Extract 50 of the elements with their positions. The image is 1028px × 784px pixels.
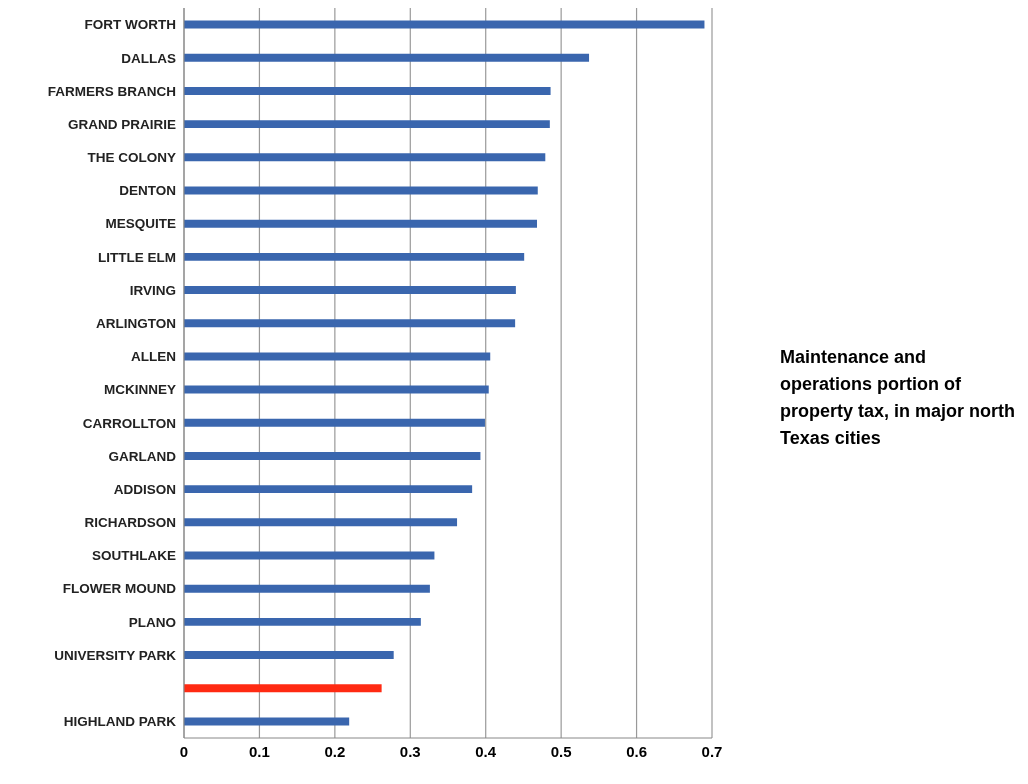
text: Maintenance and operations portion of property tax, in major north Texas cities	[780, 346, 1016, 450]
bar	[184, 219, 538, 228]
bar	[184, 684, 382, 693]
bar	[184, 319, 516, 328]
bar	[184, 584, 430, 593]
y-tick-label: HIGHLAND PARK	[63, 714, 177, 730]
y-tick-label: PLANO	[128, 614, 176, 630]
y-tick-label: FLOWER MOUND	[62, 581, 177, 597]
y-tick-label: SOUTHLAKE	[92, 548, 176, 564]
y-tick-label: DENTON	[119, 183, 176, 199]
x-tick-label: 0.3	[399, 742, 421, 760]
y-tick-label: IRVING	[129, 282, 176, 298]
y-tick-label: DALLAS	[121, 50, 176, 66]
y-tick-label: GARLAND	[108, 448, 177, 464]
y-tick-label: GRAND PRAIRIE	[67, 116, 176, 132]
x-tick-label: 0	[179, 742, 189, 760]
bar	[184, 153, 546, 162]
y-tick-label: LITTLE ELM	[98, 249, 176, 265]
x-tick-label: 0.2	[324, 742, 346, 760]
bar	[184, 385, 489, 394]
y-tick-label: ARLINGTON	[96, 316, 176, 332]
bar	[184, 418, 485, 427]
bar	[184, 485, 473, 494]
bar	[184, 518, 458, 527]
bar	[184, 120, 550, 129]
bar	[184, 86, 551, 95]
y-tick-label: UNIVERSITY PARK	[54, 647, 177, 663]
bar	[184, 651, 394, 660]
bar	[184, 617, 421, 626]
x-tick-label: 0.6	[626, 742, 647, 760]
bar	[184, 252, 525, 261]
bar	[184, 717, 350, 726]
y-tick-label: THE COLONY	[87, 150, 176, 166]
bar	[184, 286, 516, 295]
x-tick-label: 0.5	[550, 742, 572, 760]
y-tick-label: ALLEN	[131, 349, 176, 365]
y-tick-label: CARROLLTON	[82, 415, 176, 431]
bar	[184, 53, 590, 62]
x-tick-label: 0.1	[249, 742, 270, 760]
y-tick-label: MESQUITE	[105, 216, 176, 232]
x-tick-label: 0.7	[701, 742, 723, 760]
bar	[184, 451, 481, 460]
y-tick-label: RICHARDSON	[84, 515, 176, 531]
bar	[184, 352, 491, 361]
x-tick-label: 0.4	[475, 742, 497, 760]
y-tick-label: ADDISON	[113, 481, 176, 497]
y-tick-label: FORT WORTH	[84, 17, 176, 33]
y-tick-label: MCKINNEY	[103, 382, 176, 398]
bar	[184, 20, 705, 29]
y-tick-label: FARMERS BRANCH	[47, 83, 176, 99]
